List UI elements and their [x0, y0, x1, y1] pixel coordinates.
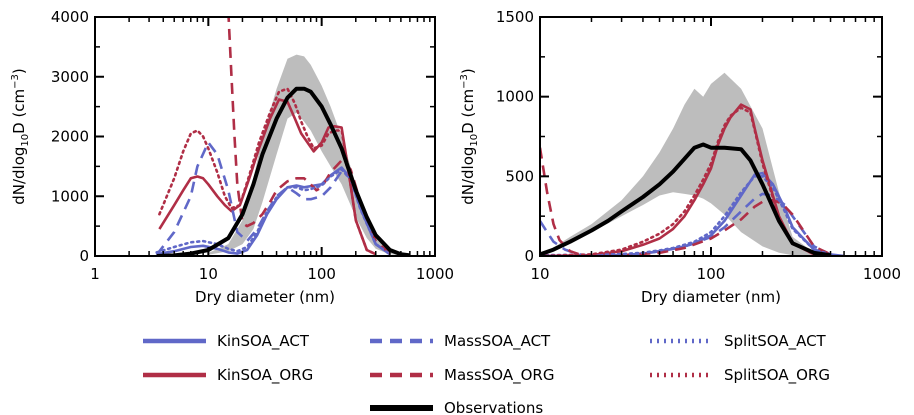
chart-left: 1 10 100 1000 0 1000 2000 3000 4000 Dry diameter … [10, 8, 454, 306]
x-tick-label: 100 [307, 265, 336, 283]
legend: KinSOA_ACT MassSOA_ACT SplitSOA_ACT KinSOA_… [143, 332, 830, 415]
series-line-observations [156, 86, 411, 256]
legend-item-kinsoa-act: KinSOA_ACT [143, 332, 310, 351]
y-tick-label: 0 [524, 247, 534, 265]
y-tick-label: 2000 [51, 128, 89, 146]
legend-label: SplitSOA_ORG [724, 366, 830, 385]
x-tick-label: 10 [199, 265, 218, 283]
x-axis-label: Dry diameter (nm) [641, 288, 781, 306]
x-tick-label: 100 [697, 265, 726, 283]
y-tick-label: 0 [79, 247, 89, 265]
series-line-splitsoa-act [155, 168, 392, 256]
y-axis-label: dN/dlog10D (cm−3) [10, 68, 31, 205]
legend-item-observations: Observations [370, 399, 543, 415]
y-tick-label: 1000 [51, 187, 89, 205]
chart-right: 10 100 1000 0 500 1000 1500 Dry diameter (nm) dN… [459, 8, 901, 306]
y-axis-label: dN/dlog10D (cm−3) [459, 68, 480, 205]
y-tick-label: 4000 [51, 8, 89, 26]
legend-label: SplitSOA_ACT [724, 332, 827, 351]
series-line-masssoa-act [155, 141, 391, 256]
series-line-splitsoa-org [540, 106, 832, 256]
x-tick-label: 10 [530, 265, 549, 283]
x-tick-label: 1000 [416, 265, 454, 283]
x-tick-label: 1 [90, 265, 100, 283]
legend-label: KinSOA_ORG [217, 366, 313, 385]
series-line-kinsoa-org [158, 98, 377, 256]
y-tick-label: 1000 [496, 88, 534, 106]
x-tick-label: 1000 [863, 265, 901, 283]
legend-label: MassSOA_ACT [444, 332, 551, 351]
y-tick-label: 500 [505, 167, 534, 185]
legend-label: MassSOA_ORG [444, 366, 554, 385]
series-line-splitsoa-act [540, 175, 832, 256]
series-line-kinsoa-org [540, 103, 831, 256]
series-line-observations [540, 142, 831, 256]
y-tick-label: 3000 [51, 68, 89, 86]
legend-item-splitsoa-act: SplitSOA_ACT [650, 332, 827, 351]
x-axis-label: Dry diameter (nm) [195, 288, 335, 306]
legend-item-masssoa-org: MassSOA_ORG [370, 366, 554, 385]
legend-item-masssoa-act: MassSOA_ACT [370, 332, 551, 351]
series-line-splitsoa-org [158, 87, 377, 256]
y-tick-label: 1500 [496, 8, 534, 26]
legend-label: KinSOA_ACT [217, 332, 310, 351]
legend-item-kinsoa-org: KinSOA_ORG [143, 366, 313, 385]
series-line-masssoa-org [540, 147, 832, 256]
legend-label: Observations [444, 399, 543, 415]
legend-item-splitsoa-org: SplitSOA_ORG [650, 366, 830, 385]
